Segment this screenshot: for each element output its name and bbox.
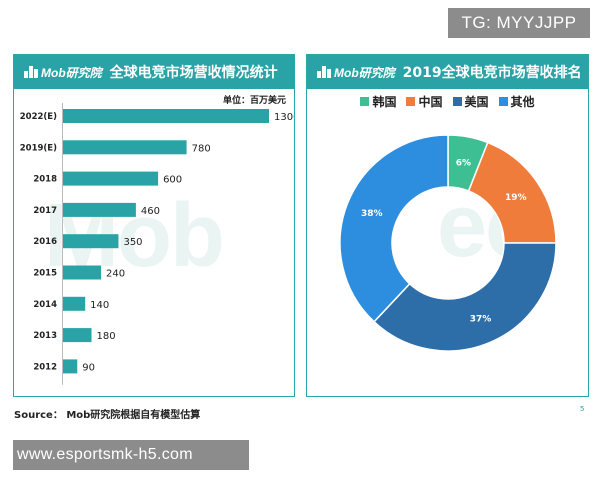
- bar-category-label: 2014: [33, 300, 57, 310]
- bar-category-label: 2019(E): [20, 143, 57, 153]
- bar-value-label: 180: [97, 331, 116, 342]
- logo-text: Mob研究院: [41, 65, 102, 80]
- donut-slice: [373, 242, 557, 352]
- unit-label: 单位：百万美元: [222, 96, 286, 106]
- bar-value-label: 780: [192, 143, 211, 154]
- legend-swatch: [360, 97, 370, 106]
- legend-label: 韩国: [372, 95, 397, 109]
- legend-item: 中国: [406, 93, 443, 110]
- donut-chart-title: 2019全球电竞市场营收排名: [402, 65, 582, 81]
- bar-value-label: 350: [123, 237, 142, 248]
- bar-value-label: 90: [82, 362, 95, 373]
- bar-category-label: 2016: [33, 237, 57, 247]
- bar-value-label: 460: [141, 206, 160, 217]
- url-badge: www.esportsmk-h5.com: [13, 440, 249, 470]
- donut-chart-header: Mob研究院 2019全球电竞市场营收排名: [307, 55, 588, 89]
- slice-label: 37%: [470, 314, 492, 324]
- bar-chart: 2022(E) 1300 2019(E) 780 2018 600 2017 460 2016 3…: [20, 103, 295, 385]
- bar-category-label: 2018: [33, 175, 57, 185]
- legend-label: 其他: [510, 95, 535, 109]
- bar-value-label: 240: [106, 269, 125, 280]
- bar-category-label: 2022(E): [20, 112, 57, 122]
- bar-category-label: 2015: [33, 269, 57, 279]
- slice-label: 6%: [456, 158, 471, 168]
- tg-badge: TG: MYYJJPP: [448, 8, 590, 38]
- bar: [63, 359, 78, 374]
- slice-label: 38%: [361, 209, 383, 219]
- legend-item: 美国: [452, 93, 489, 110]
- legend-swatch: [452, 97, 462, 106]
- bar-chart-title: 全球电竞市场营收情况统计: [109, 65, 278, 81]
- bar-category-label: 2013: [33, 331, 57, 341]
- donut-legend: 韩国 中国 美国 其他: [307, 93, 588, 110]
- bar-value-label: 140: [90, 300, 109, 311]
- legend-swatch: [406, 97, 416, 106]
- bar: [63, 328, 92, 343]
- donut-chart: 6% 19% 37% 38%: [339, 134, 557, 352]
- slice-label: 19%: [505, 193, 527, 203]
- donut-chart-panel: ec Mob研究院 2019全球电竞市场营收排名 韩国 中国 美国 其他 6% 19% 3…: [306, 54, 589, 397]
- bar-category-label: 2017: [33, 206, 57, 216]
- legend-label: 中国: [418, 95, 443, 109]
- legend-item: 韩国: [360, 93, 396, 110]
- source-note: Source： Mob研究院根据自有模型估算: [14, 410, 201, 421]
- bar-chart-panel: Mob Mob研究院 全球电竞市场营收情况统计 单位：百万美元 2022(E) 1…: [13, 54, 295, 397]
- bar-chart-header: Mob研究院 全球电竞市场营收情况统计: [14, 55, 294, 89]
- legend-swatch: [498, 97, 508, 106]
- bar: [63, 296, 86, 311]
- bar: [63, 109, 269, 123]
- mob-logo: Mob研究院: [24, 64, 102, 81]
- donut-slice: [339, 134, 449, 323]
- mob-logo: Mob研究院: [317, 64, 395, 81]
- bar-value-label: 600: [163, 175, 182, 186]
- page-number: 5: [580, 405, 585, 413]
- mob-logo-icon: [24, 65, 38, 79]
- legend-item: 其他: [498, 93, 535, 110]
- logo-text: Mob研究院: [334, 65, 395, 80]
- bar: [63, 171, 159, 186]
- bar: [63, 140, 187, 155]
- legend-label: 美国: [464, 95, 489, 109]
- bar: [63, 202, 136, 217]
- bar-value-label: 1300: [274, 112, 295, 123]
- bar: [63, 234, 119, 249]
- mob-logo-icon: [317, 65, 331, 79]
- bar: [63, 265, 102, 280]
- bar-category-label: 2012: [33, 362, 57, 372]
